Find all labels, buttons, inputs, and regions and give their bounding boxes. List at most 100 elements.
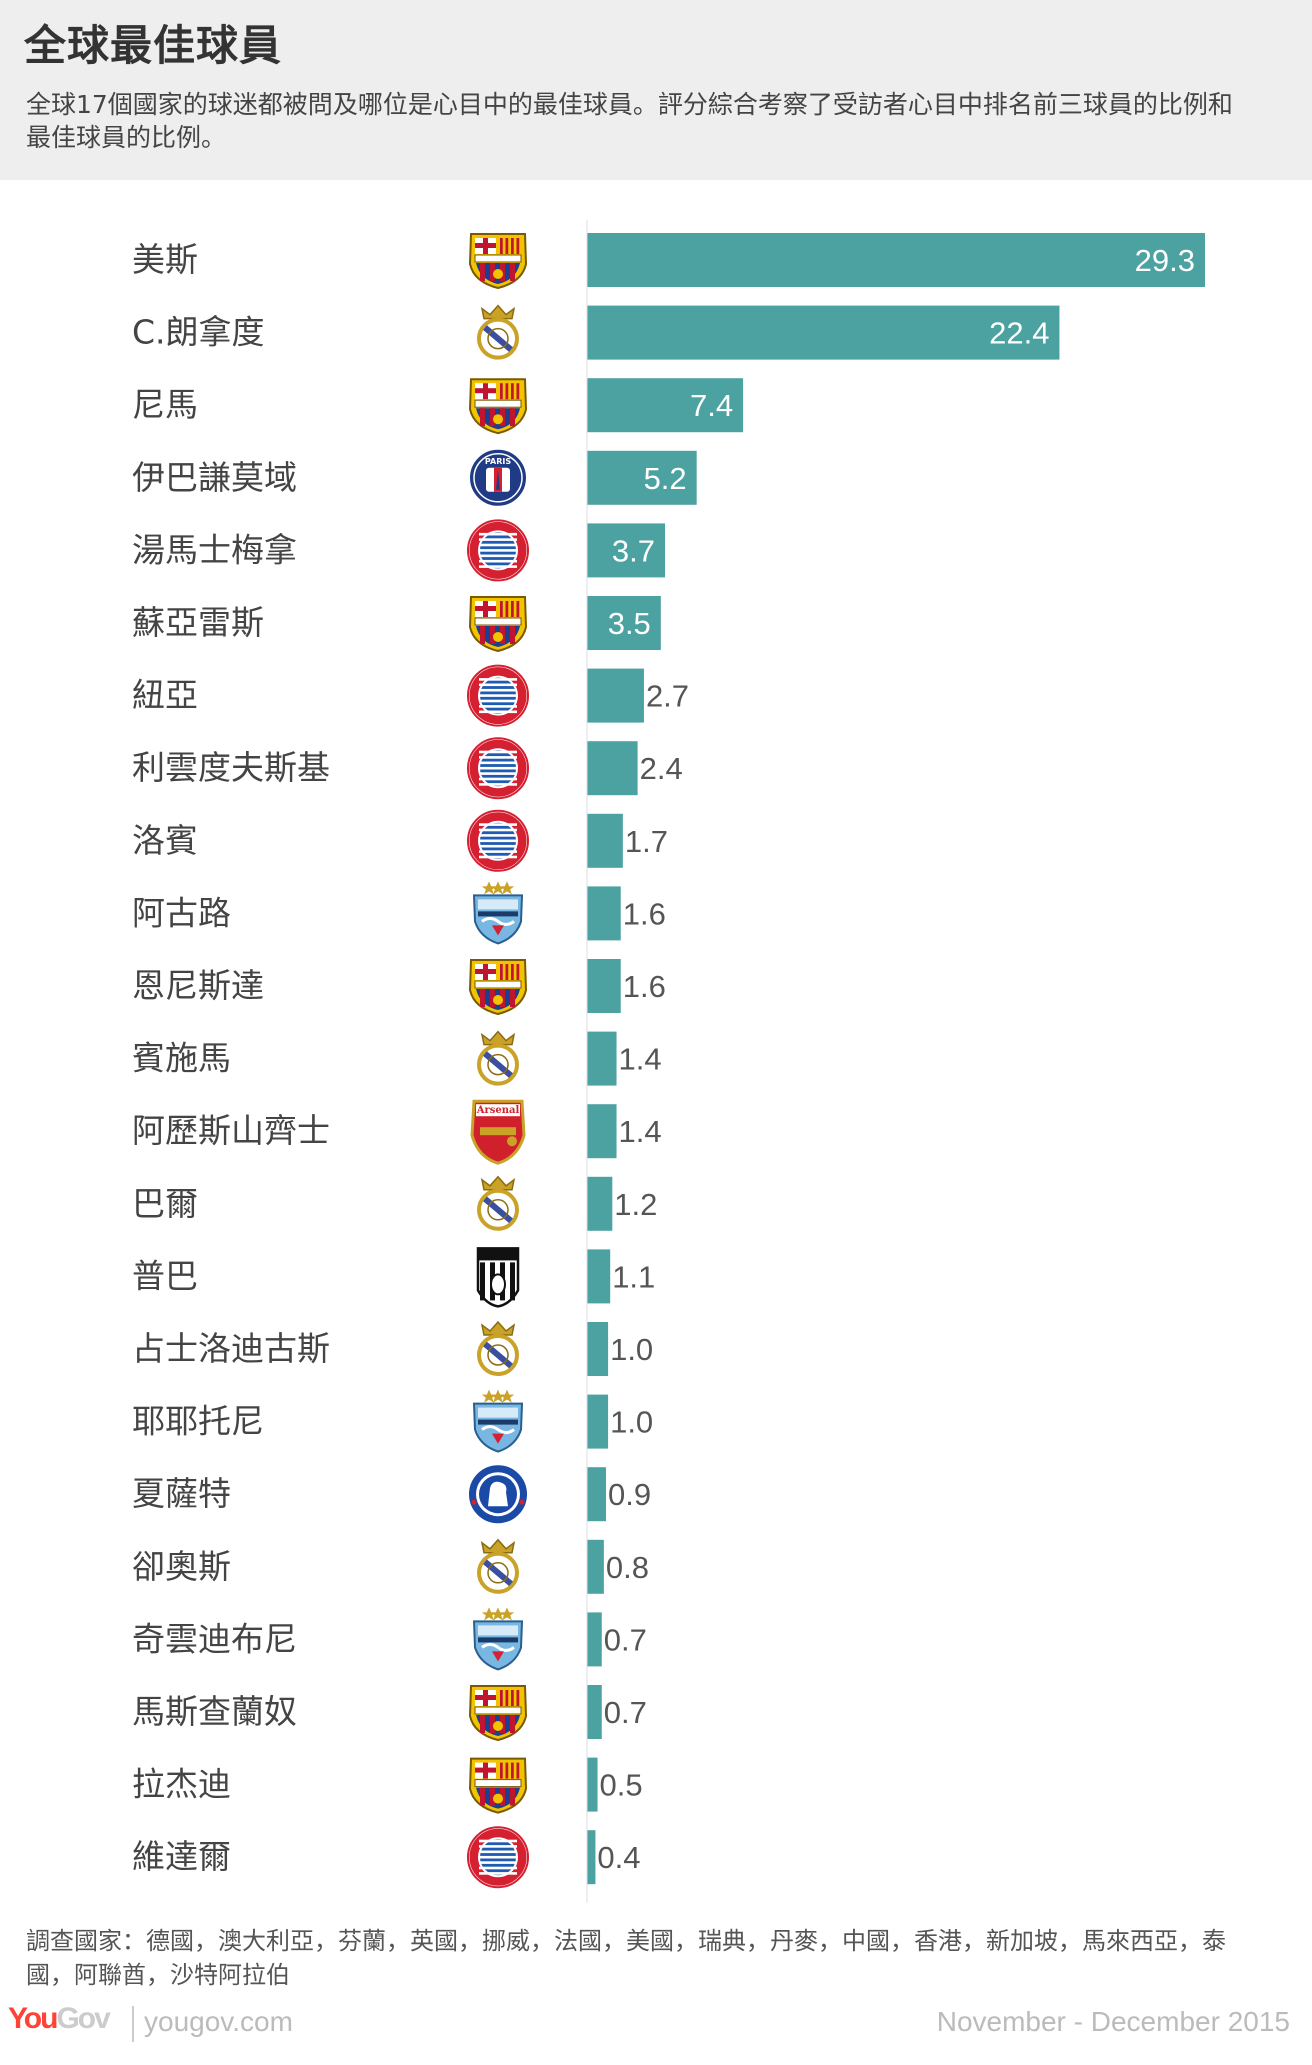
bar-value-label: 1.0	[610, 1405, 653, 1440]
player-name-label: 奇雲迪布尼	[132, 1619, 297, 1658]
player-name-label: 伊巴謙莫域	[132, 458, 297, 497]
bar	[587, 1539, 604, 1594]
bar	[587, 813, 623, 868]
player-name-label: 紐亞	[132, 676, 198, 715]
bar-value-label: 0.4	[597, 1840, 640, 1875]
bar-value-label: 0.7	[604, 1622, 647, 1657]
player-name-label: 維達爾	[132, 1837, 231, 1876]
real-madrid-icon	[477, 1538, 519, 1594]
barcelona-icon	[468, 378, 528, 435]
bar	[587, 1394, 609, 1449]
player-name-label: C.朗拿度	[132, 313, 265, 352]
header: 全球最佳球員 全球17個國家的球迷都被問及哪位是心目中的最佳球員。評分綜合考察了…	[0, 0, 1312, 180]
bayern-icon	[467, 737, 529, 800]
bar-value-label: 1.2	[614, 1187, 657, 1222]
player-name-label: 利雲度夫斯基	[132, 748, 330, 787]
logo-divider	[132, 2006, 134, 2042]
bar	[587, 450, 697, 505]
real-madrid-icon	[477, 1175, 519, 1231]
player-name-label: 馬斯查蘭奴	[132, 1692, 297, 1731]
player-name-label: 普巴	[132, 1256, 198, 1295]
survey-countries-note: 調查國家：德國，澳大利亞，芬蘭，英國，挪威，法國，美國，瑞典，丹麥，中國，香港，…	[26, 1927, 1226, 1989]
bar-value-label: 0.5	[600, 1768, 643, 1803]
bar	[587, 596, 661, 650]
bar-value-label: 5.2	[644, 461, 687, 496]
bar	[587, 378, 744, 433]
bar	[587, 523, 666, 578]
arsenal-logo-text: Arsenal	[476, 1105, 520, 1116]
bayern-icon	[467, 809, 529, 872]
player-name-label: 美斯	[132, 240, 198, 279]
player-name-label: 湯馬士梅拿	[132, 530, 297, 569]
bayern-icon	[467, 519, 529, 582]
player-name-label: 阿古路	[132, 893, 231, 932]
bar-value-label: 0.9	[608, 1477, 651, 1512]
psg-logo-text: PARIS	[485, 457, 511, 466]
page-subtitle: 全球17個國家的球迷都被問及哪位是心目中的最佳球員。評分綜合考察了受訪者心目中排…	[26, 90, 1233, 152]
man-city-icon	[472, 881, 524, 945]
player-name-label: 卻奧斯	[132, 1547, 231, 1586]
bar	[587, 741, 638, 796]
chelsea-icon	[467, 1463, 529, 1526]
bayern-icon	[467, 1826, 529, 1889]
bar	[587, 1467, 606, 1522]
bar-value-label: 1.7	[625, 824, 668, 859]
player-name-label: 恩尼斯達	[132, 966, 264, 1005]
bar-value-label: 1.1	[612, 1259, 655, 1294]
player-name-label: 巴爾	[132, 1184, 198, 1223]
player-name-label: 拉杰迪	[132, 1765, 231, 1804]
bar	[587, 1322, 609, 1376]
player-name-label: 占士洛迪古斯	[132, 1329, 330, 1368]
bar	[587, 1757, 598, 1812]
barcelona-icon	[468, 596, 528, 653]
bar-value-label: 1.6	[623, 969, 666, 1004]
logo-gov: Gov	[56, 2002, 110, 2035]
bar	[587, 1104, 617, 1159]
site-link[interactable]: yougov.com	[144, 2006, 293, 2037]
bar-value-label: 1.4	[619, 1042, 662, 1077]
bar	[587, 1176, 613, 1231]
bar-value-label: 29.3	[1135, 243, 1195, 278]
bar-value-label: 1.0	[610, 1332, 653, 1367]
barcelona-icon	[468, 959, 528, 1016]
bayern-icon	[467, 664, 529, 727]
bar	[587, 1031, 617, 1086]
player-name-label: 夏薩特	[132, 1474, 231, 1513]
bar-value-label: 1.6	[623, 896, 666, 931]
bar-chart: 美斯 29.3 C.朗拿度 22.4 尼馬 7.4 伊巴謙莫域 PARIS 5.2 湯馬士梅拿 3.…	[132, 220, 1205, 1903]
man-city-icon	[472, 1389, 524, 1453]
bar-value-label: 2.7	[646, 679, 689, 714]
bar-value-label: 2.4	[640, 751, 683, 786]
logo-you: You	[8, 2002, 58, 2035]
real-madrid-icon	[477, 304, 519, 360]
bar	[587, 305, 1060, 360]
player-name-label: 耶耶托尼	[132, 1402, 264, 1441]
bar	[587, 668, 644, 723]
bar	[587, 1612, 602, 1667]
real-madrid-icon	[477, 1030, 519, 1086]
player-name-label: 蘇亞雷斯	[132, 603, 264, 642]
bar-value-label: 1.4	[619, 1114, 662, 1149]
bar-value-label: 3.5	[608, 606, 651, 641]
page-title: 全球最佳球員	[24, 21, 283, 70]
player-name-label: 洛賓	[132, 821, 198, 860]
bar	[587, 1249, 611, 1304]
real-madrid-icon	[477, 1320, 519, 1376]
player-name-label: 阿歷斯山齊士	[132, 1111, 330, 1150]
man-city-icon	[472, 1607, 524, 1671]
survey-date: November - December 2015	[936, 2006, 1290, 2037]
bar	[587, 959, 621, 1013]
barcelona-icon	[468, 233, 528, 290]
bar-value-label: 3.7	[612, 533, 655, 568]
player-name-label: 賓施馬	[132, 1039, 231, 1078]
barcelona-icon	[468, 1757, 528, 1814]
yougov-logo: YouGov	[8, 2002, 111, 2036]
bar	[587, 1685, 602, 1739]
barcelona-icon	[468, 1685, 528, 1742]
arsenal-icon: Arsenal	[470, 1099, 526, 1165]
player-name-label: 尼馬	[132, 385, 198, 424]
bar-value-label: 0.7	[604, 1695, 647, 1730]
juventus-icon	[476, 1247, 520, 1308]
bar-value-label: 22.4	[989, 316, 1049, 351]
bar	[587, 886, 621, 941]
